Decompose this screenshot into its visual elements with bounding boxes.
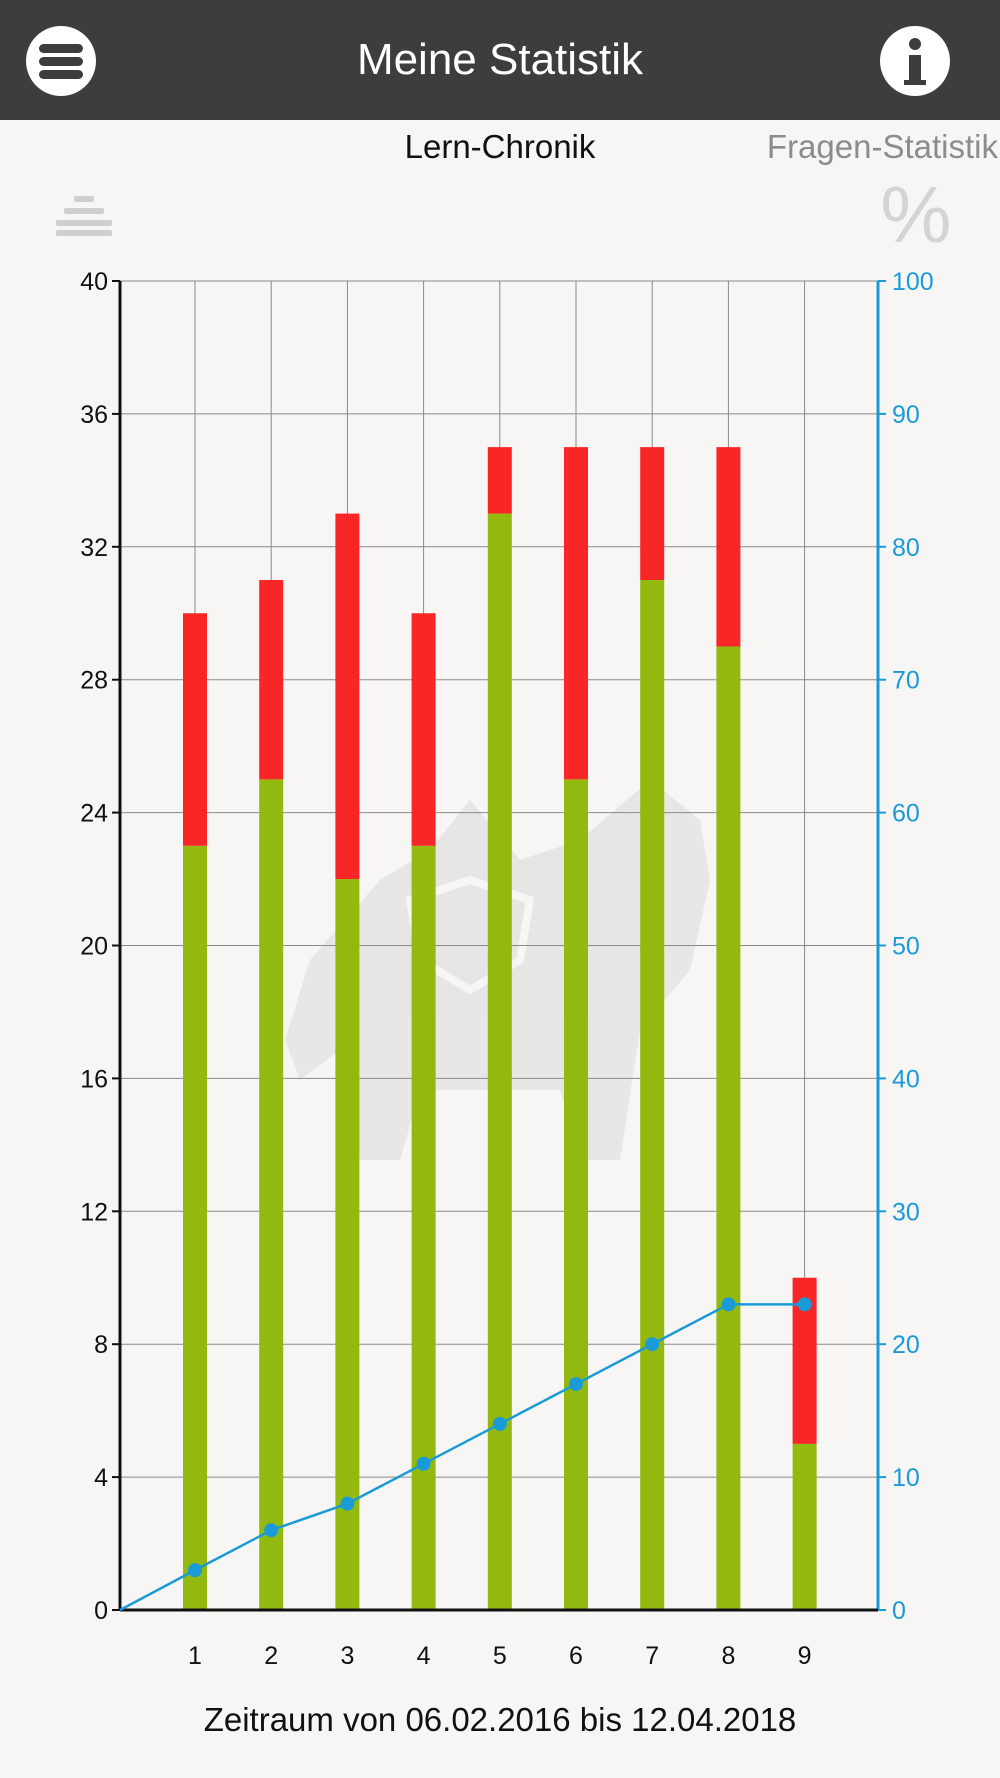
bar-segment-red [640, 447, 665, 581]
hamburger-menu-icon[interactable] [26, 26, 96, 96]
app-bar: Meine Statistik [0, 0, 1000, 120]
y2-tick-label: 90 [892, 401, 920, 429]
bar-segment-green [792, 1443, 817, 1610]
info-icon[interactable] [880, 26, 950, 96]
percent-point [569, 1377, 583, 1392]
y2-tick-label: 80 [892, 534, 920, 562]
percent-line [119, 1303, 805, 1612]
y-tick-label: 4 [94, 1464, 108, 1492]
percent-point [188, 1563, 202, 1578]
y2-tick-label: 100 [892, 268, 934, 296]
bar-segment-green [487, 513, 512, 1611]
y-tick-label: 32 [80, 534, 108, 562]
y-tick-label: 12 [80, 1198, 108, 1226]
bar-segment-red [259, 580, 284, 780]
bar-segment-red [335, 513, 360, 880]
bar-segment-green [259, 779, 284, 1610]
tab-fragen-statistik[interactable]: Fragen-Statistik [766, 128, 998, 165]
percent-point [416, 1456, 431, 1471]
percent-icon[interactable]: % [880, 170, 952, 259]
y-tick-label: 0 [94, 1597, 108, 1625]
bar-segment-green [716, 646, 741, 1610]
bar-segment-green [183, 845, 207, 1610]
bar-segment-red [716, 447, 741, 647]
page-title: Meine Statistik [356, 35, 644, 84]
y2-tick-label: 10 [892, 1464, 920, 1492]
x-tick-label: 3 [340, 1642, 354, 1670]
y2-tick-label: 30 [892, 1198, 920, 1226]
percent-point [492, 1416, 507, 1431]
bar-segment-green [564, 779, 588, 1610]
percent-point [721, 1297, 736, 1312]
y-tick-label: 40 [80, 268, 108, 296]
learning-chart: 0481216202428323640010203040506070809010… [80, 268, 934, 1670]
y2-tick-label: 40 [892, 1065, 920, 1093]
period-caption: Zeitraum von 06.02.2016 bis 12.04.2018 [203, 1701, 797, 1738]
x-tick-label: 2 [264, 1642, 278, 1670]
bar-segment-red [183, 613, 207, 846]
x-tick-label: 6 [569, 1642, 583, 1670]
y2-tick-label: 0 [892, 1597, 906, 1625]
bar-segment-green [640, 580, 665, 1610]
bar-segment-green [335, 879, 360, 1610]
bar-segment-red [487, 447, 512, 514]
y2-tick-label: 20 [892, 1331, 920, 1359]
y-tick-label: 36 [80, 401, 108, 429]
y-tick-label: 28 [80, 667, 108, 695]
y-tick-label: 24 [80, 800, 108, 828]
bar-segment-green [411, 845, 436, 1610]
list-view-icon[interactable] [56, 192, 112, 236]
y2-tick-label: 70 [892, 667, 920, 695]
x-tick-label: 1 [188, 1642, 202, 1670]
y-tick-label: 16 [80, 1065, 108, 1093]
y2-tick-label: 60 [892, 800, 920, 828]
bar-segment-red [564, 447, 588, 780]
percent-point [340, 1496, 355, 1511]
x-tick-label: 5 [493, 1642, 507, 1670]
x-tick-label: 4 [417, 1642, 431, 1670]
percent-point [264, 1523, 279, 1538]
x-tick-label: 9 [798, 1642, 812, 1670]
y-tick-label: 20 [80, 933, 108, 961]
y-tick-label: 8 [94, 1331, 108, 1359]
tab-lern-chronik[interactable]: Lern-Chronik [404, 128, 596, 165]
x-tick-label: 7 [645, 1642, 659, 1670]
bar-segment-red [411, 613, 436, 846]
percent-point [797, 1297, 812, 1312]
percent-point [645, 1337, 660, 1352]
x-tick-label: 8 [721, 1642, 735, 1670]
y2-tick-label: 50 [892, 933, 920, 961]
